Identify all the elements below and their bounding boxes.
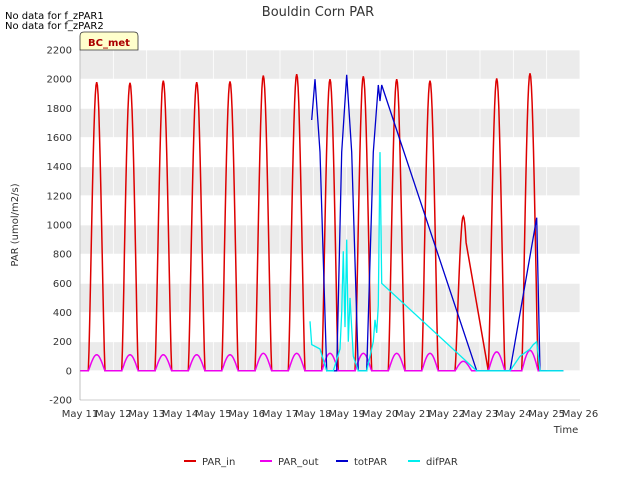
y-tick-label: 1200 bbox=[47, 191, 72, 202]
x-tick-label: May 17 bbox=[262, 409, 299, 420]
y-tick-label: 600 bbox=[53, 279, 72, 290]
x-tick-label: May 16 bbox=[228, 409, 265, 420]
axes: -200 0 200 400 600 800 1000 1200 1400 1600 1800 200… bbox=[47, 46, 599, 421]
series-par-out bbox=[80, 349, 547, 372]
series-difpar bbox=[309, 152, 564, 372]
x-tick-label: May 20 bbox=[362, 409, 399, 420]
x-tick-label: May 26 bbox=[562, 409, 599, 420]
legend-label: PAR_out bbox=[278, 457, 319, 468]
x-tick-label: May 15 bbox=[195, 409, 232, 420]
y-tick-label: 1400 bbox=[47, 162, 72, 173]
no-data-note-1: No data for f_zPAR1 bbox=[5, 11, 104, 22]
background-band bbox=[80, 225, 580, 255]
bc-met-badge: BC_met bbox=[79, 31, 139, 51]
x-tick-label: May 11 bbox=[62, 409, 99, 420]
no-data-note-2: No data for f_zPAR2 bbox=[5, 21, 104, 32]
chart-title: Bouldin Corn PAR bbox=[262, 5, 374, 20]
y-tick-label: 2200 bbox=[47, 46, 72, 57]
badge-label: BC_met bbox=[88, 38, 130, 49]
x-tick-label: May 23 bbox=[462, 409, 499, 420]
x-tick-label: May 18 bbox=[295, 409, 332, 420]
y-tick-label: -200 bbox=[49, 396, 72, 407]
y-tick-label: 1000 bbox=[47, 221, 72, 232]
background-band bbox=[80, 341, 580, 371]
y-tick-label: 1600 bbox=[47, 133, 72, 144]
background-band bbox=[80, 50, 580, 80]
y-tick-label: 800 bbox=[53, 250, 72, 261]
x-tick-label: May 21 bbox=[395, 409, 432, 420]
x-tick-label: May 12 bbox=[95, 409, 132, 420]
x-tick-label: May 13 bbox=[128, 409, 165, 420]
series-lines bbox=[80, 73, 564, 372]
background-band bbox=[80, 283, 580, 313]
y-axis-label: PAR (umol/m2/s) bbox=[10, 183, 21, 266]
legend-label: totPAR bbox=[354, 457, 387, 468]
legend: PAR_in PAR_out totPAR difPAR bbox=[184, 457, 458, 468]
series-par-in bbox=[80, 73, 547, 372]
x-tick-label: May 24 bbox=[495, 409, 532, 420]
legend-label: difPAR bbox=[426, 457, 458, 468]
x-tick-label: May 25 bbox=[528, 409, 565, 420]
y-tick-label: 0 bbox=[66, 366, 72, 377]
y-tick-label: 200 bbox=[53, 337, 72, 348]
x-tick-label: May 19 bbox=[328, 409, 365, 420]
x-axis-label: Time bbox=[553, 425, 578, 436]
x-tick-label: May 14 bbox=[162, 409, 199, 420]
background-band bbox=[80, 166, 580, 196]
background-band bbox=[80, 108, 580, 138]
y-tick-label: 400 bbox=[53, 308, 72, 319]
x-tick-label: May 22 bbox=[428, 409, 465, 420]
y-tick-label: 1800 bbox=[47, 104, 72, 115]
y-tick-label: 2000 bbox=[47, 75, 72, 86]
legend-label: PAR_in bbox=[202, 457, 235, 468]
